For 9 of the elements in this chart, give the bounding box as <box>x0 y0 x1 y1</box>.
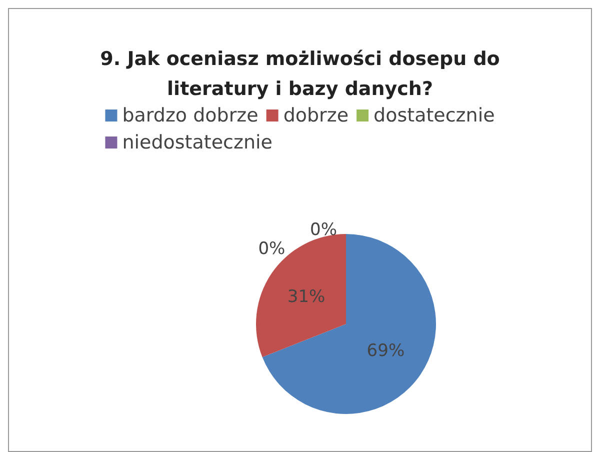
legend-label: bardzo dobrze <box>122 104 258 126</box>
text: 0% <box>258 239 286 259</box>
chart-title: 9. Jak oceniasz możliwości dosepu do literatury i bazy danych? <box>100 48 500 100</box>
legend-label: niedostatecznie <box>122 132 272 154</box>
data-label: 31% <box>287 287 326 308</box>
legend-label: dostatecznie <box>374 104 495 126</box>
legend-label: dobrze <box>283 104 349 126</box>
text: 0% <box>310 220 337 240</box>
data-label: 69% <box>366 340 405 361</box>
